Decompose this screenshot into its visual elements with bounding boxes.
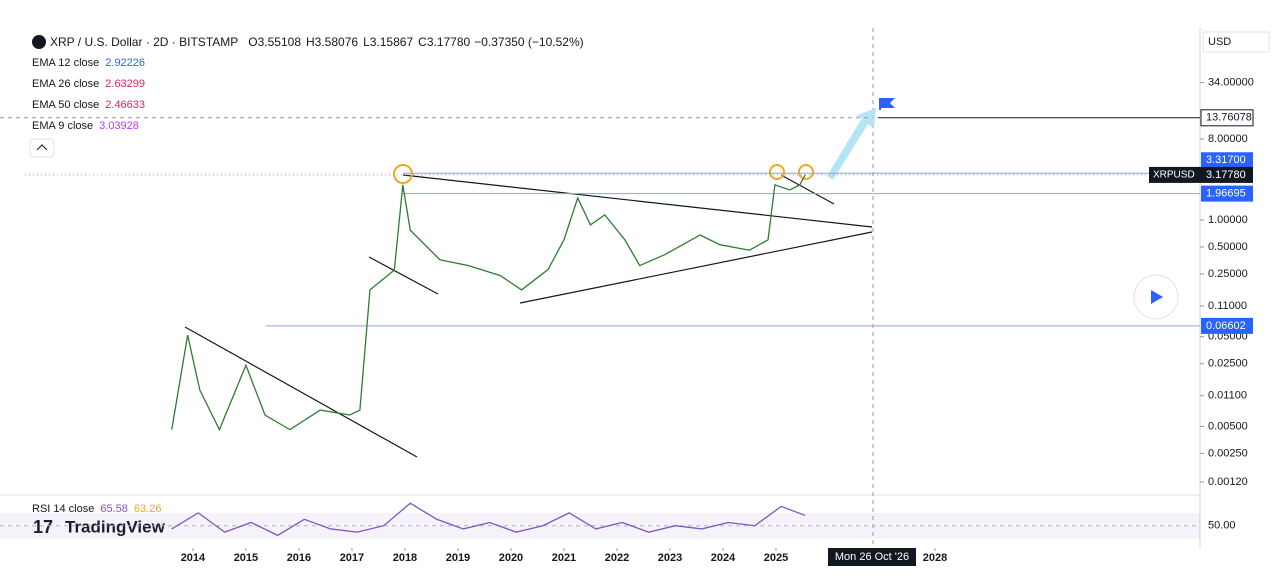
level-label-box — [1201, 152, 1253, 169]
ohlc-label: O — [248, 35, 257, 49]
rsi-value: 65.58 — [100, 503, 128, 515]
x-tick-label: 2020 — [499, 552, 523, 564]
indicator: EMA 9 close 3.03928 — [32, 120, 139, 132]
x-tick-label: 2023 — [658, 552, 682, 564]
circle-marker — [393, 164, 413, 184]
trendline — [184, 326, 418, 458]
x-tick-label: 2019 — [446, 552, 470, 564]
flag — [881, 98, 895, 108]
rsi-line — [171, 502, 806, 537]
rsi-value: 63.26 — [134, 503, 162, 515]
x-tick-label: 2028 — [923, 552, 947, 564]
ohlc-label: L — [363, 35, 370, 49]
currency: USD — [1208, 36, 1231, 48]
brand: TradingView — [65, 517, 166, 536]
ohlc-value: 3.58076 — [315, 35, 359, 49]
ohlc-value: 3.17780 — [427, 35, 471, 49]
indicator-value: 2.92226 — [105, 57, 145, 69]
level-label: 0.06602 — [1206, 320, 1246, 332]
rsi-name: RSI 14 close — [32, 503, 94, 515]
level-label-box — [1201, 185, 1253, 202]
flag-pole — [879, 98, 881, 110]
y-tick-label: 0.50000 — [1208, 241, 1248, 253]
y-tick-label: 34.00000 — [1208, 76, 1254, 88]
level-label: 3.31700 — [1206, 154, 1246, 166]
price-line — [171, 174, 806, 432]
y-tick-label: 0.00120 — [1208, 476, 1248, 488]
trendlines — [184, 174, 873, 458]
ohlc-label: C — [418, 35, 427, 49]
level-label-box — [1201, 317, 1253, 334]
trendline — [402, 174, 873, 228]
projection-arrow — [827, 108, 876, 180]
last-price-label: 3.17780 — [1206, 169, 1246, 181]
x-tick-label: 2017 — [340, 552, 364, 564]
level-label-box — [1200, 109, 1254, 127]
x-tick-label: 2014 — [181, 552, 206, 564]
ohlc-label: H — [306, 35, 315, 49]
x-tick-label: 2018 — [393, 552, 417, 564]
circle-marker — [798, 164, 814, 180]
crosshair-label: Mon 26 Oct '26 — [835, 551, 909, 563]
rsi-legend: RSI 14 close 65.58 63.26 — [32, 503, 161, 515]
collapse-button[interactable] — [29, 138, 55, 158]
x-tick-label: 2015 — [234, 552, 258, 564]
y-tick-label: 0.00500 — [1208, 420, 1248, 432]
x-tick-label: 2024 — [711, 552, 736, 564]
level-label: 1.96695 — [1206, 188, 1246, 200]
y-tick-label: 1.00000 — [1208, 214, 1248, 226]
symbol: XRP / U.S. Dollar · 2D · BITSTAMP — [50, 35, 238, 49]
y-tick-label: 8.00000 — [1208, 133, 1248, 145]
play-icon — [1151, 290, 1163, 304]
symbol-tag-box — [1149, 166, 1253, 183]
indicator-name: EMA 26 close — [32, 78, 99, 90]
x-tick-label: 2025 — [764, 552, 788, 564]
indicator-value: 2.63299 — [105, 78, 145, 90]
indicator-value: 3.03928 — [99, 120, 139, 132]
y-tick-label: 0.11000 — [1208, 300, 1247, 312]
y-tick-label: 0.01100 — [1208, 390, 1247, 402]
indicator: EMA 12 close 2.92226 — [32, 57, 145, 69]
level-label: 13.76078 — [1206, 112, 1252, 124]
ohlc-value: 3.15867 — [370, 35, 414, 49]
indicator-name: EMA 12 close — [32, 57, 99, 69]
x-tick-label: 2022 — [605, 552, 629, 564]
trendline — [780, 174, 835, 205]
circle-marker — [769, 164, 785, 180]
highlight-circles — [393, 164, 814, 184]
symbol-tag: XRPUSD — [1153, 170, 1195, 181]
indicator: EMA 50 close 2.46633 — [32, 99, 145, 111]
brand-logo: 17 — [33, 517, 53, 537]
x-tick-label: 2016 — [287, 552, 311, 564]
y-tick-label: 0.25000 — [1208, 268, 1248, 280]
indicator-name: EMA 9 close — [32, 120, 93, 132]
currency-box[interactable] — [1202, 31, 1270, 53]
y-tick-label: 0.00250 — [1208, 447, 1248, 459]
indicator-value: 2.46633 — [105, 99, 145, 111]
ohlc: O3.55108 H3.58076 L3.15867 C3.17780 — [248, 35, 470, 49]
collapse-icon — [36, 144, 48, 151]
ohlc-value: 3.55108 — [258, 35, 302, 49]
y-tick-label: 0.02500 — [1208, 358, 1248, 370]
x-tick-label: 2021 — [552, 552, 576, 564]
symbol-icon — [32, 35, 46, 49]
crosshair-label-box — [828, 548, 916, 566]
indicator: EMA 26 close 2.63299 — [32, 78, 145, 90]
trendline — [519, 231, 873, 304]
change: −0.37350 (−10.52%) — [474, 35, 583, 49]
rsi-tick-label: 50.00 — [1208, 520, 1236, 532]
trendline — [368, 256, 439, 295]
indicator-name: EMA 50 close — [32, 99, 99, 111]
symbol-title: XRP / U.S. Dollar · 2D · BITSTAMP O3.5510… — [50, 35, 584, 49]
